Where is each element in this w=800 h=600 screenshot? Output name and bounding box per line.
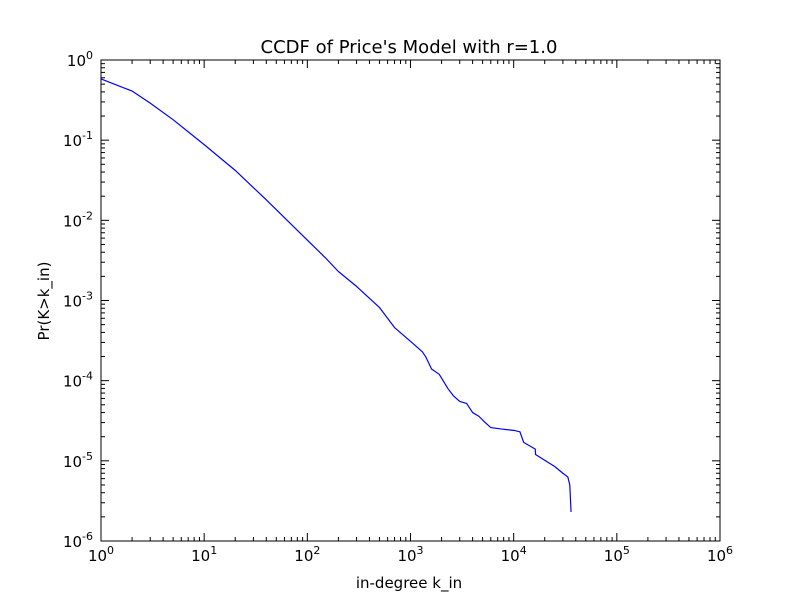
x-axis-label: in-degree k_in bbox=[356, 574, 462, 593]
x-tick-label: 103 bbox=[397, 544, 423, 565]
y-tick-label: 10-3 bbox=[63, 290, 93, 311]
y-tick-label: 10-5 bbox=[63, 450, 93, 471]
x-tick-label: 102 bbox=[294, 544, 320, 565]
y-tick-label: 10-1 bbox=[63, 129, 93, 150]
y-tick-label: 100 bbox=[67, 49, 93, 70]
x-tick-label: 104 bbox=[501, 544, 527, 565]
y-tick-label: 10-2 bbox=[63, 209, 93, 230]
y-tick-label: 10-6 bbox=[63, 530, 93, 551]
ccdf-series-line bbox=[100, 78, 572, 513]
x-tick-label: 105 bbox=[604, 544, 630, 565]
x-tick-label: 101 bbox=[191, 544, 217, 565]
x-tick-label: 100 bbox=[88, 544, 114, 565]
plot-frame bbox=[100, 59, 721, 542]
x-tick-label: 106 bbox=[707, 544, 733, 565]
y-axis-label: Pr(K>k_in) bbox=[35, 262, 54, 341]
y-tick-label: 10-4 bbox=[63, 370, 93, 391]
chart-title: CCDF of Price's Model with r=1.0 bbox=[261, 37, 558, 58]
